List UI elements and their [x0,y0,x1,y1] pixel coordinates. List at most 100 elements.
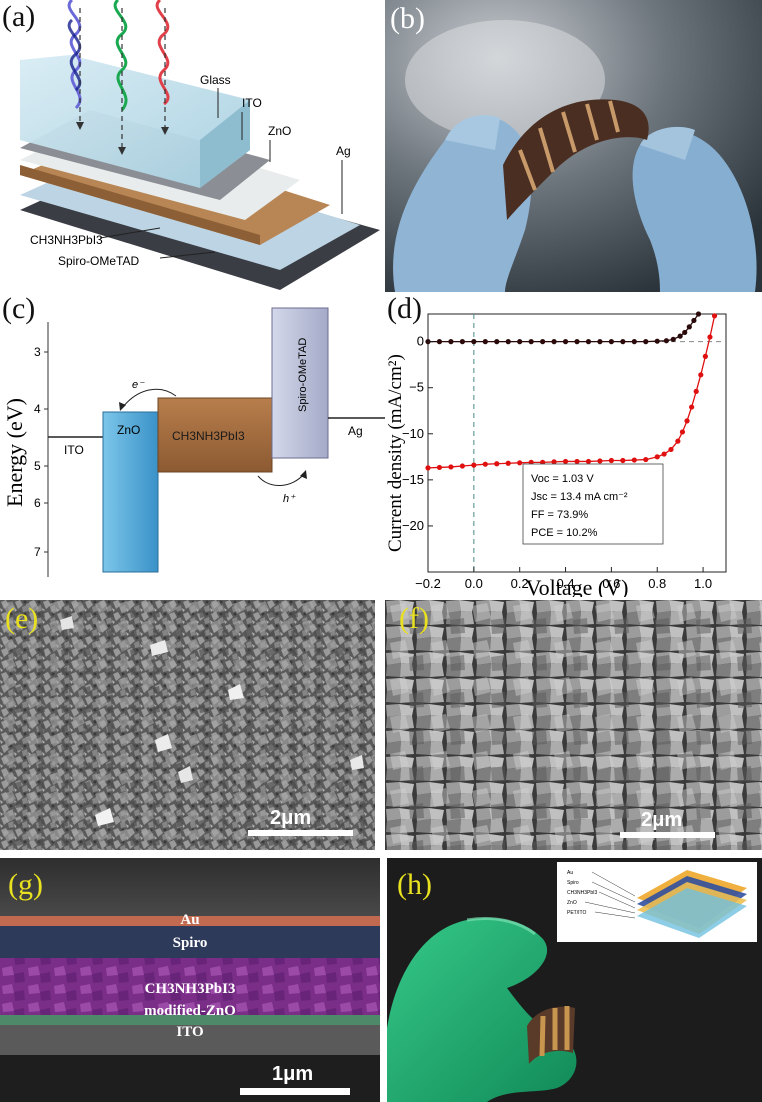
label-zno: ZnO [268,124,291,138]
data-point [436,339,443,345]
data-point [494,339,500,345]
data-point [540,339,546,345]
inset-label-spiro: Spiro [567,880,579,886]
cross-section-image: Au Spiro CH3NH3PbI3 modified-ZnO ITO 1μm [0,858,380,1102]
panel-f: 2μm (f) [385,600,762,850]
data-point [663,338,669,344]
series-line-0 [428,313,700,343]
data-point [682,329,688,336]
data-point [517,339,523,345]
data-point [620,457,626,464]
scale-bar [240,1088,350,1095]
data-point [675,438,681,444]
electron-arrow [121,388,177,409]
electron-label: e⁻ [132,379,145,391]
data-point [585,339,592,345]
data-point [661,451,667,457]
panel-b: (b) [385,0,762,292]
data-point [597,339,603,345]
data-point [459,339,465,345]
label-perovskite: CH3NH3PbI3 [30,233,103,247]
layer-label-zno: modified-ZnO [144,1003,236,1019]
data-point [574,458,580,465]
data-point [711,313,718,319]
flexible-device-photo: Au Spiro CH3NH3PbI3 ZnO PET/ITO [387,858,762,1102]
data-point [585,458,592,465]
panel-label-a: (a) [2,0,36,33]
data-point [562,458,569,465]
data-point [702,353,708,359]
hole-arrow [257,473,305,486]
zno-band [102,411,159,573]
data-point [505,339,511,345]
right-glove [632,130,757,292]
sem-image-f: 2μm [385,600,762,850]
data-point [597,458,603,464]
scale-label: 1μm [272,1063,313,1085]
ytick-3: 3 [34,345,41,359]
ag-label: Ag [348,424,363,438]
panel-c: 3 4 5 6 7 Energy (eV) ITO ZnO CH3NH3PbI3… [0,292,385,597]
y-axis-label: Energy (eV) [2,398,27,507]
label-glass: Glass [200,73,231,87]
panel-label-g: (g) [8,868,43,901]
layer-label-au: Au [180,912,199,928]
label-spiro: Spiro-OMeTAD [58,254,139,268]
panel-a: Glass ITO ZnO Ag CH3NH3PbI3 Spiro-OMeTAD… [0,0,385,300]
y-axis-label: Current density (mA/cm²) [385,354,406,552]
perovskite-layer [0,958,380,1015]
panel-label-d: (d) [387,292,422,325]
scale-label: 2μm [270,807,311,829]
sem-image-e: 2μm [0,600,375,850]
data-point [448,339,454,345]
inset-label-zno: ZnO [567,900,577,906]
left-glove [393,116,532,292]
y-tick-label: −20 [402,518,424,533]
layer-label-perovskite: CH3NH3PbI3 [145,981,236,997]
bent-cell [527,1006,575,1064]
scale-bar [248,830,353,836]
panel-label-h: (h) [397,868,432,901]
y-tick-label: −10 [402,426,424,441]
data-point [471,339,477,345]
scale-label: 2μm [641,809,682,831]
data-point [631,457,637,463]
data-point [691,317,697,324]
pce-text: PCE = 10.2% [531,527,598,539]
device-schematic: Glass ITO ZnO Ag CH3NH3PbI3 Spiro-OMeTAD [20,0,380,290]
data-point [679,429,686,435]
data-point [677,333,683,339]
data-point [425,465,431,471]
panel-g: Au Spiro CH3NH3PbI3 modified-ZnO ITO 1μm… [0,858,380,1102]
spiro-layer [0,926,380,958]
plot-frame [427,313,727,573]
data-point [528,339,534,345]
scale-bar [620,832,715,838]
x-tick-label: 0.8 [648,576,666,591]
data-point [707,334,713,340]
x-tick-label: 0.6 [602,576,620,591]
zno-layer [0,1015,380,1025]
data-point [693,388,699,394]
perovskite-label: CH3NH3PbI3 [172,429,245,443]
y-tick-label: −5 [409,380,424,395]
layer-label-spiro: Spiro [173,935,208,951]
data-point [654,338,660,344]
data-point [482,461,488,467]
inset-label-pet: PET/ITO [567,910,586,916]
jv-curve-chart: −0.2 0.0 0.2 0.4 0.6 0.8 1.0 0 −5 −10 −15 −20 Voc … [385,311,727,597]
panel-h: Au Spiro CH3NH3PbI3 ZnO PET/ITO (h) [387,858,762,1102]
data-point [643,456,649,463]
data-point [436,464,443,471]
data-point [620,339,626,345]
panel-d: −0.2 0.0 0.2 0.4 0.6 0.8 1.0 0 −5 −10 −15 −20 Voc … [385,292,762,597]
data-point [517,460,523,466]
light-wave-red [155,0,170,106]
x-tick-label: −0.2 [415,576,441,591]
data-point [608,339,614,345]
data-point [654,454,660,460]
zno-label: ZnO [117,423,140,437]
voc-text: Voc = 1.03 V [531,473,594,485]
ff-text: FF = 73.9% [531,509,588,521]
data-point [670,336,676,342]
